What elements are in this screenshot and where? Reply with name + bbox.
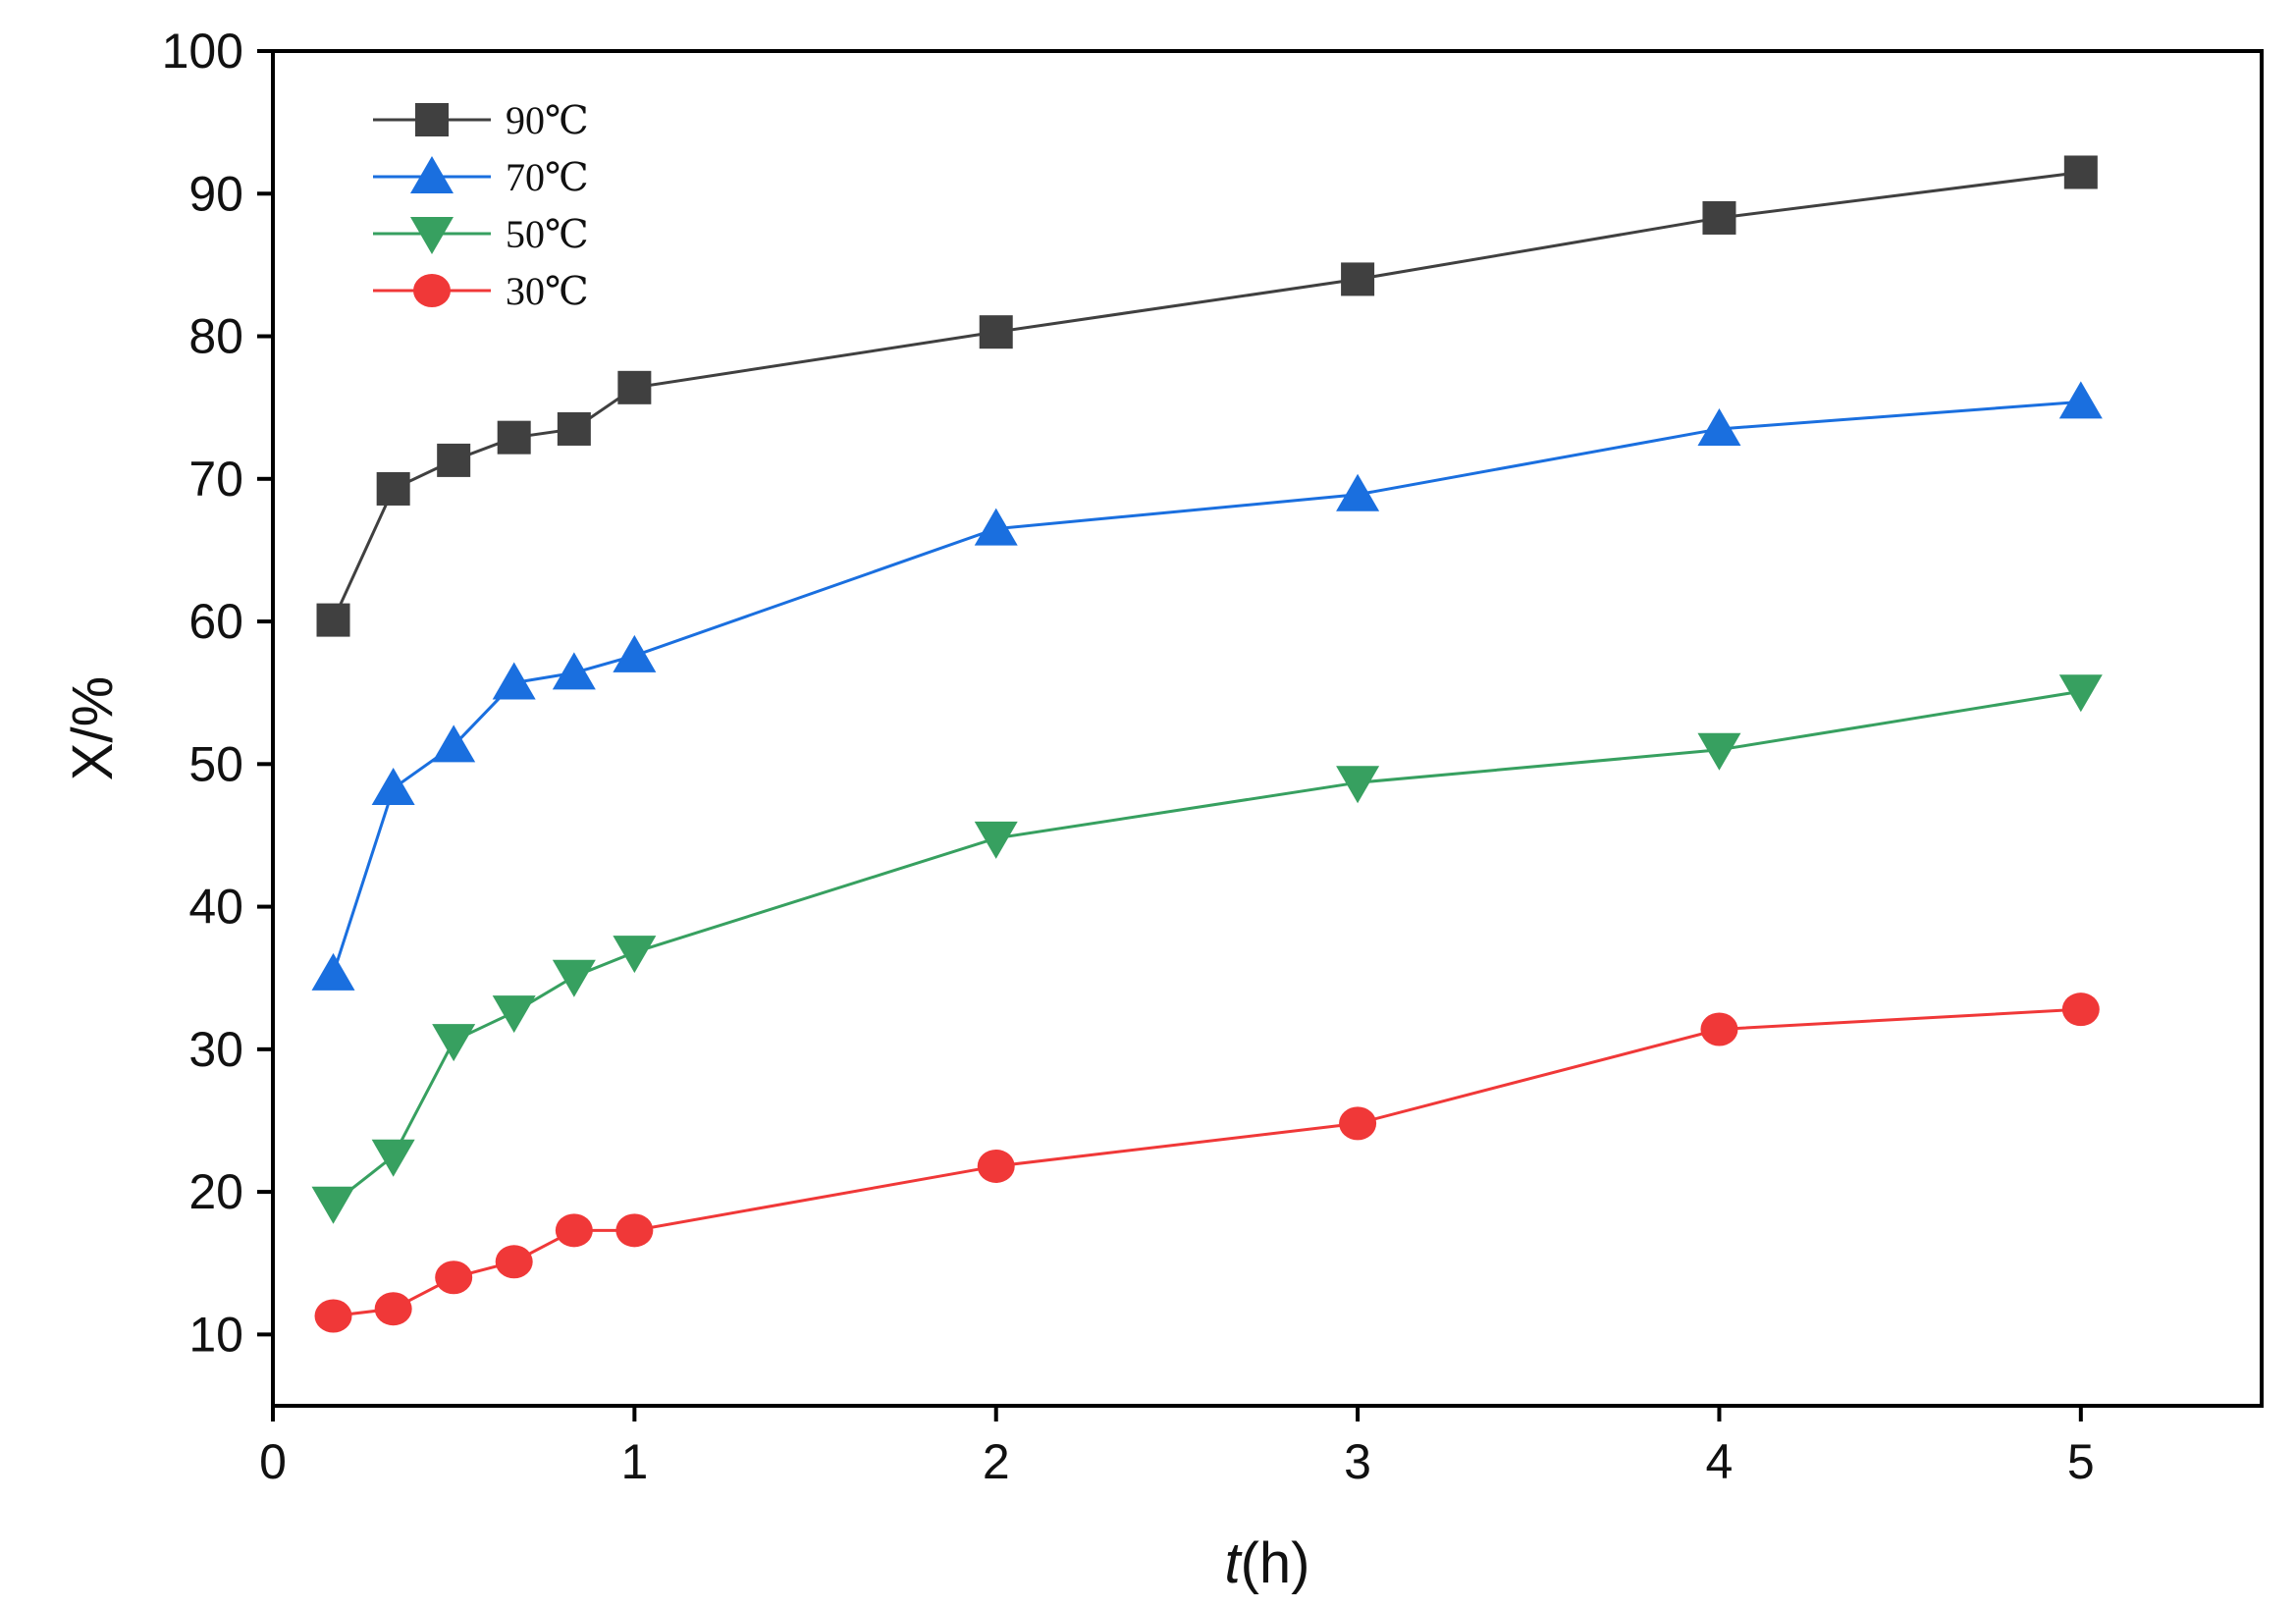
data-point (492, 662, 536, 700)
x-tick-label: 0 (259, 1434, 287, 1489)
x-tick-label: 5 (2067, 1434, 2095, 1489)
data-point (1336, 473, 1380, 511)
series-triangle-up (311, 381, 2103, 991)
x-axis: 0 1 2 3 4 5 (259, 1406, 2095, 1489)
y-tick-label: 100 (162, 24, 243, 79)
data-point (552, 959, 596, 997)
y-tick-label: 40 (188, 880, 243, 935)
y-tick-label: 90 (188, 166, 243, 221)
y-tick-label: 20 (188, 1164, 243, 1219)
y-axis: 10 20 30 40 50 60 70 80 90 100 (162, 24, 273, 1362)
data-point (492, 995, 536, 1034)
data-point (1339, 1106, 1377, 1141)
data-point (1700, 1012, 1738, 1046)
y-tick-label: 50 (188, 736, 243, 791)
x-tick-label: 3 (1344, 1434, 1371, 1489)
series-layer (311, 155, 2103, 1333)
data-point (615, 1213, 654, 1248)
data-point (2058, 381, 2103, 419)
data-point (1697, 732, 1741, 771)
x-axis-title: t(h) (1224, 1531, 1309, 1595)
y-tick-label: 10 (188, 1307, 243, 1362)
data-point (497, 420, 531, 455)
data-point (311, 1186, 355, 1224)
plot-frame (271, 49, 2264, 1408)
legend-label: 90℃ (506, 98, 589, 142)
series-line (333, 1007, 2081, 1317)
data-point (2061, 992, 2100, 1027)
data-point (974, 508, 1018, 546)
data-point (495, 1245, 533, 1279)
series-triangle-down (311, 674, 2103, 1224)
data-point (552, 652, 596, 690)
y-tick-label: 80 (188, 309, 243, 364)
x-tick-label: 2 (983, 1434, 1010, 1489)
data-point (311, 952, 355, 991)
data-point (376, 471, 410, 506)
data-point (435, 1260, 473, 1295)
data-point (2058, 674, 2103, 713)
data-point (974, 821, 1018, 859)
data-point (437, 443, 471, 477)
data-point (314, 1299, 352, 1333)
data-point (617, 370, 652, 404)
x-axis-title-var: t (1224, 1531, 1243, 1595)
y-tick-label: 30 (188, 1022, 243, 1077)
data-point (1697, 407, 1741, 446)
data-point (977, 1149, 1015, 1183)
data-point (1341, 262, 1375, 296)
data-point (1702, 200, 1736, 235)
data-point (432, 1024, 476, 1062)
y-tick-label: 70 (188, 452, 243, 507)
x-tick-label: 4 (1706, 1434, 1734, 1489)
legend-marker (410, 217, 454, 254)
data-point (979, 315, 1013, 349)
data-point (1336, 766, 1380, 804)
data-point (613, 936, 657, 974)
data-point (371, 1139, 415, 1177)
data-point (374, 1292, 412, 1326)
legend-marker (410, 156, 454, 193)
legend: 90℃ 70℃ 50℃ 30℃ (373, 98, 589, 313)
series-line (332, 170, 2082, 621)
data-point (432, 724, 476, 763)
legend-marker (415, 103, 449, 136)
legend-label: 30℃ (506, 269, 589, 313)
data-point (613, 634, 657, 672)
x-axis-title-unit: (h) (1241, 1531, 1310, 1595)
series-line (332, 400, 2081, 975)
data-point (555, 1213, 593, 1248)
legend-label: 70℃ (506, 155, 589, 199)
data-point (316, 603, 350, 637)
series-square (316, 155, 2098, 637)
x-tick-label: 1 (620, 1434, 648, 1489)
y-tick-label: 60 (188, 594, 243, 649)
data-point (371, 768, 415, 806)
legend-label: 50℃ (506, 212, 589, 256)
legend-marker (413, 274, 451, 307)
data-point (2063, 155, 2098, 189)
series-line (332, 689, 2082, 1205)
series-circle (314, 992, 2100, 1333)
y-axis-title: X/% (61, 676, 125, 780)
data-point (557, 411, 591, 446)
